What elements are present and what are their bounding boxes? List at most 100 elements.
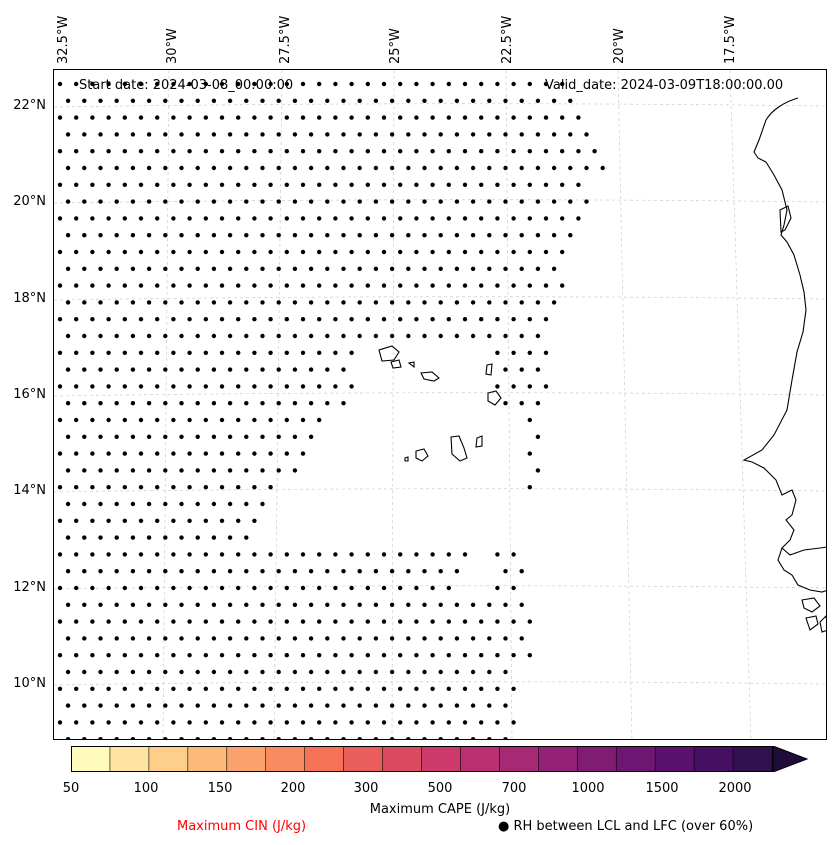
rh-dot <box>90 451 95 456</box>
rh-dot <box>130 569 136 574</box>
rh-dot <box>284 585 289 591</box>
rh-dot <box>551 165 557 171</box>
rh-dot <box>252 552 257 557</box>
rh-dot <box>422 300 427 305</box>
rh-dot <box>195 737 200 739</box>
rh-dot <box>57 317 63 322</box>
rh-dot <box>373 669 379 675</box>
rh-dot <box>462 552 468 557</box>
rh-dot <box>98 300 103 305</box>
rh-dot <box>519 165 524 171</box>
rh-dot <box>317 283 322 288</box>
rh-dot <box>308 233 314 238</box>
rh-dot <box>325 199 330 204</box>
rh-dot <box>171 619 176 624</box>
rh-dot <box>130 165 136 171</box>
rh-dot <box>195 233 200 238</box>
rh-dot <box>560 216 565 221</box>
rh-dot <box>163 501 168 507</box>
rh-dot <box>236 653 241 658</box>
rh-dot <box>114 165 119 171</box>
rh-dot <box>365 216 370 221</box>
rh-dot <box>219 585 225 591</box>
rh-dot <box>227 367 233 372</box>
rh-dot <box>503 636 508 641</box>
colorbar-tick-1000: 1000 <box>571 781 605 796</box>
rh-dot <box>260 266 265 271</box>
rh-dot <box>519 266 524 271</box>
rh-dot <box>462 81 468 87</box>
gridline-lat-18n <box>54 296 826 301</box>
rh-dot <box>244 569 249 574</box>
rh-dot <box>527 149 532 154</box>
rh-dot <box>146 501 152 507</box>
rh-dot <box>171 720 176 725</box>
rh-dot <box>98 165 103 171</box>
rh-dot <box>106 182 111 187</box>
rh-dot <box>317 149 322 154</box>
rh-dot <box>276 669 281 675</box>
rh-dot <box>163 434 168 439</box>
rh-dot <box>373 132 379 137</box>
rh-dot <box>227 669 233 675</box>
rh-dot <box>438 669 443 675</box>
rh-dot <box>462 216 468 221</box>
rh-dot <box>114 98 119 103</box>
rh-dot <box>381 249 387 255</box>
rh-dot <box>106 350 111 355</box>
rh-dot <box>357 98 362 103</box>
rh-dot <box>187 451 192 456</box>
rh-dot <box>252 518 257 523</box>
rh-dot <box>260 333 265 339</box>
rh-dot <box>527 384 532 389</box>
rh-dot <box>138 451 144 456</box>
rh-dot <box>276 703 281 708</box>
rh-dot <box>470 165 476 171</box>
rh-dot <box>470 333 476 339</box>
rh-dot <box>211 367 217 372</box>
rh-dot <box>203 552 208 557</box>
rh-dot <box>414 317 419 322</box>
rh-dot <box>389 737 395 739</box>
rh-dot <box>317 653 322 658</box>
rh-dot <box>130 669 136 675</box>
rh-dot <box>98 569 103 574</box>
rh-dot <box>65 737 71 739</box>
rh-dot <box>389 165 395 171</box>
rh-dot <box>171 216 176 221</box>
rh-dot <box>357 333 362 339</box>
rh-dot <box>260 501 265 507</box>
rh-dot <box>292 401 298 406</box>
rh-dot <box>276 300 281 305</box>
rh-dot <box>373 703 379 708</box>
rh-dot <box>227 300 233 305</box>
rh-dot <box>211 703 217 708</box>
rh-dot <box>187 283 192 288</box>
rh-dot <box>252 81 257 87</box>
rh-dot <box>381 317 387 322</box>
rh-dot <box>163 636 168 641</box>
rh-dot <box>308 569 314 574</box>
gridline-lat-14n <box>54 488 826 493</box>
rh-dot <box>65 165 71 171</box>
rh-dot <box>195 98 200 103</box>
rh-dot <box>155 485 160 490</box>
rh-dot <box>398 619 403 624</box>
map-panel[interactable] <box>53 69 827 740</box>
rh-dot <box>543 384 549 389</box>
rh-dot <box>203 81 208 87</box>
rh-dot <box>252 317 257 322</box>
gridline-lon-27-5w <box>273 70 283 739</box>
rh-dot <box>341 233 346 238</box>
rh-dot <box>389 703 395 708</box>
rh-dot <box>349 619 354 624</box>
rh-dot <box>357 636 362 641</box>
rh-dot <box>543 115 549 120</box>
rh-dot <box>341 199 346 204</box>
rh-dot <box>179 199 184 204</box>
rh-dot <box>227 501 233 507</box>
rh-dot <box>406 569 411 574</box>
rh-dot <box>98 132 103 137</box>
rh-dot <box>211 98 217 103</box>
rh-dot <box>252 350 257 355</box>
